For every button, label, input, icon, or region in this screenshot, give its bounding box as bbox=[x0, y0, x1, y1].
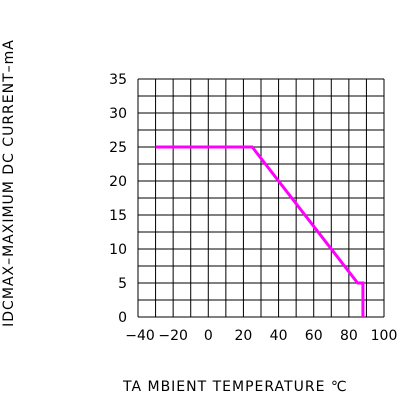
y-tick-label: 10 bbox=[109, 242, 127, 258]
x-tick-label: 0 bbox=[204, 328, 213, 344]
series-line bbox=[155, 145, 365, 317]
y-axis-label: IDCMAX–MAXIMUM DC CURRENT–mA bbox=[1, 39, 17, 327]
x-tick-label: 60 bbox=[305, 328, 323, 344]
x-tick-label: 100 bbox=[371, 328, 398, 344]
y-tick-label: 20 bbox=[109, 174, 127, 190]
y-tick-label: 25 bbox=[109, 140, 127, 156]
x-tick-label: −20 bbox=[158, 328, 188, 344]
y-tick-labels: 0 5 10 15 20 25 30 35 bbox=[109, 72, 127, 326]
series-group bbox=[155, 145, 365, 317]
x-tick-label: 20 bbox=[235, 328, 253, 344]
y-tick-label: 0 bbox=[118, 310, 127, 326]
x-tick-label: 40 bbox=[270, 328, 288, 344]
x-tick-label: 80 bbox=[340, 328, 358, 344]
grid bbox=[137, 78, 385, 318]
x-tick-label: −40 bbox=[125, 328, 155, 344]
y-tick-label: 15 bbox=[109, 208, 127, 224]
x-axis-label: TA MBIENT TEMPERATURE ℃ bbox=[122, 379, 348, 395]
y-tick-label: 5 bbox=[118, 276, 127, 292]
y-tick-label: 30 bbox=[109, 106, 127, 122]
y-tick-label: 35 bbox=[109, 72, 127, 88]
x-tick-labels: −40 −20 0 20 40 60 80 100 bbox=[125, 328, 397, 344]
